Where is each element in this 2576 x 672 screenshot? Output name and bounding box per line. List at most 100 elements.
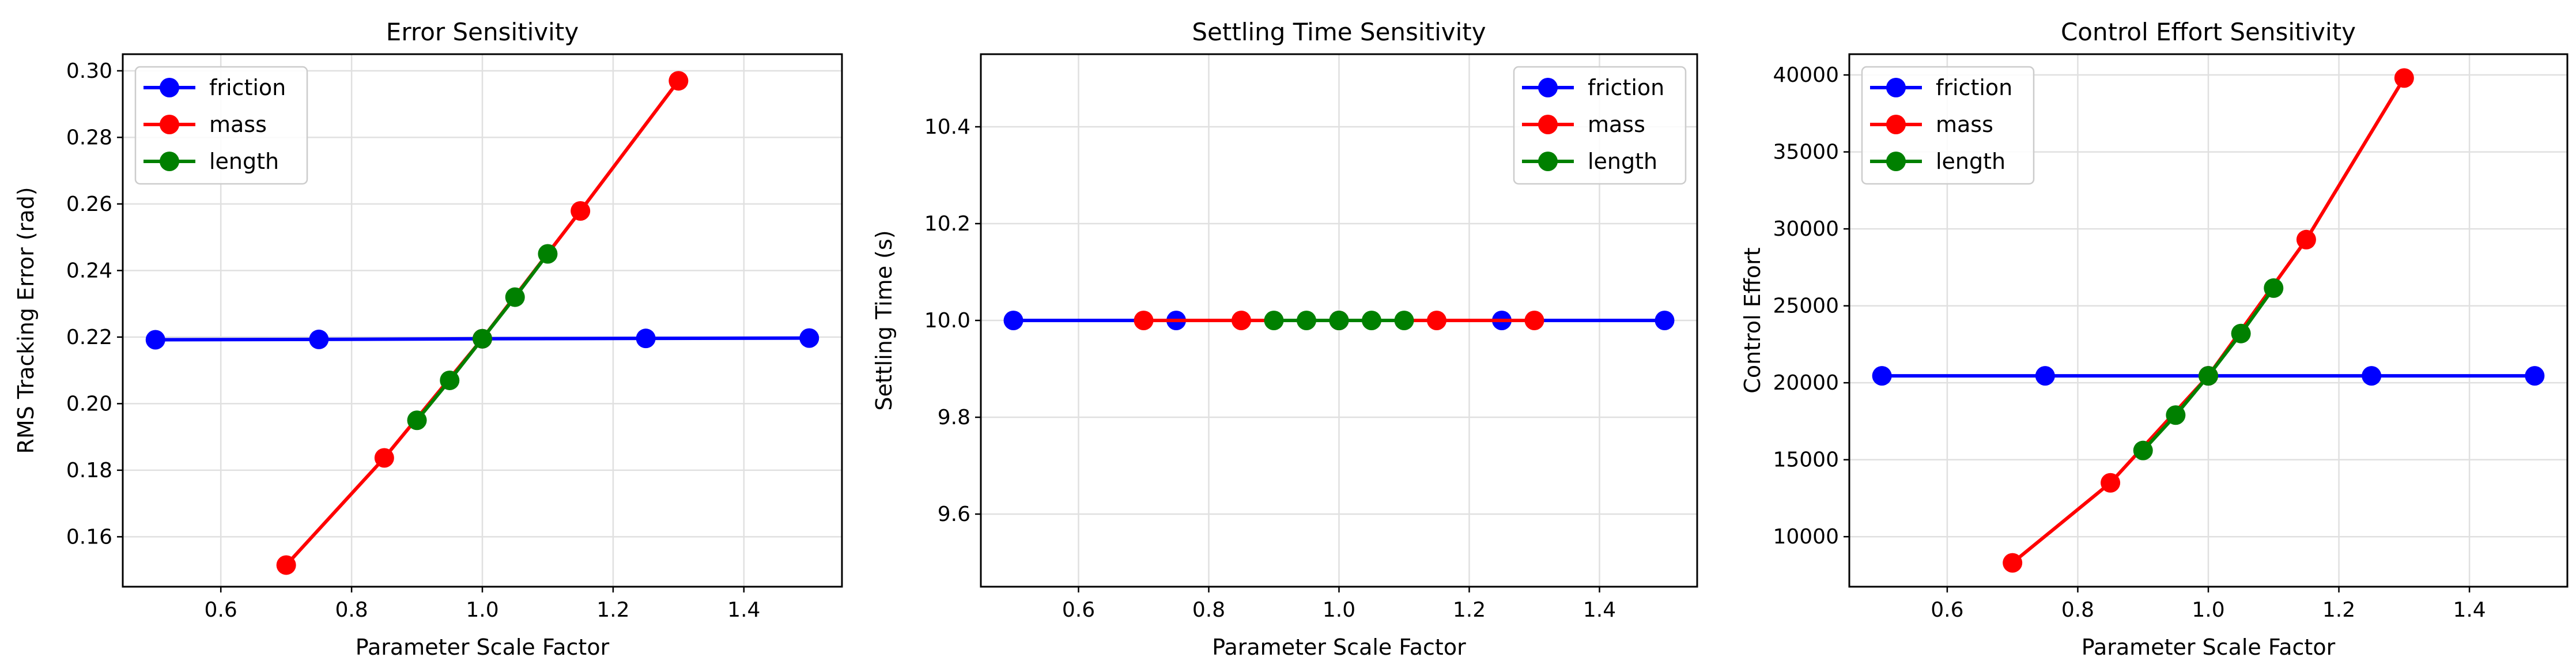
x-tick-label: 0.8: [335, 598, 368, 622]
y-tick-label: 0.22: [66, 326, 112, 349]
legend-box: [1861, 66, 2035, 185]
legend-marker-friction: [1538, 78, 1558, 97]
data-point-mass: [668, 71, 689, 91]
x-tick-label: 1.4: [1583, 598, 1616, 622]
x-axis-label: Parameter Scale Factor: [1212, 635, 1466, 660]
data-point-length: [505, 287, 525, 307]
chart-panel-3: 0.6 0.8 1.0 1.2 1.4 10000 15000 20000 25000 30000…: [1740, 18, 2569, 660]
y-tick-label: 15000: [1773, 448, 1839, 472]
legend-label-friction: friction: [1936, 75, 2012, 100]
data-point-length: [538, 244, 558, 264]
y-tick-label: 30000: [1773, 217, 1839, 241]
y-tick-label: 9.6: [938, 503, 970, 526]
y-tick-label: 20000: [1773, 371, 1839, 395]
data-point-mass: [1232, 311, 1251, 330]
chart-panel-2: 0.6 0.8 1.0 1.2 1.4 9.6 9.8 10.0 10.2 10.4 Settlin…: [871, 18, 1698, 660]
x-tick-label: 0.8: [2061, 598, 2094, 622]
legend-box: [1513, 66, 1687, 185]
chart-title: Settling Time Sensitivity: [1192, 18, 1486, 46]
y-tick-label: 25000: [1773, 295, 1839, 318]
y-tick-label: 35000: [1773, 141, 1839, 164]
legend: friction mass length: [1513, 66, 1687, 185]
legend-label-friction: friction: [1588, 75, 1664, 100]
x-tick-label: 1.0: [2192, 598, 2224, 622]
legend-marker-friction: [1886, 78, 1906, 97]
data-point-mass: [2394, 68, 2414, 88]
data-point-friction: [2035, 366, 2055, 386]
data-point-length: [2199, 366, 2218, 386]
y-tick-label: 0.24: [66, 259, 112, 282]
data-point-length: [1394, 311, 1414, 330]
x-tick-label: 0.8: [1192, 598, 1225, 622]
y-tick-label: 0.26: [66, 192, 112, 216]
y-tick-label: 0.20: [66, 392, 112, 416]
data-point-length: [1264, 311, 1284, 330]
data-point-mass: [1524, 311, 1544, 330]
y-axis-label: RMS Tracking Error (rad): [13, 187, 39, 454]
x-tick-label: 1.4: [727, 598, 760, 622]
chart-title: Control Effort Sensitivity: [2061, 18, 2356, 46]
y-tick-label: 10.4: [924, 115, 970, 139]
y-tick-label: 40000: [1773, 63, 1839, 87]
data-point-length: [407, 410, 427, 431]
legend-label-length: length: [209, 149, 279, 174]
data-point-length: [2231, 323, 2251, 343]
chart-panel-1: 0.6 0.8 1.0 1.2 1.4 0.16 0.18 0.20 0.22 0.24 0.26 0…: [13, 18, 843, 660]
y-tick-label: 0.30: [66, 59, 112, 83]
data-point-length: [1362, 311, 1381, 330]
data-point-friction: [1655, 311, 1675, 330]
axes-frame: [122, 53, 843, 588]
data-point-length: [1329, 311, 1349, 330]
data-point-mass: [2003, 553, 2023, 573]
data-point-mass: [571, 201, 591, 221]
series-length: [1264, 311, 1414, 330]
data-point-length: [2166, 405, 2186, 425]
data-point-friction: [2525, 366, 2545, 386]
legend-label-mass: mass: [1936, 112, 1993, 137]
y-tick-label: 9.8: [938, 406, 970, 429]
data-point-friction: [636, 329, 656, 349]
x-tick-label: 1.0: [1323, 598, 1355, 622]
x-tick-label: 1.0: [466, 598, 498, 622]
y-tick-label: 10.0: [924, 309, 970, 333]
data-point-length: [1297, 311, 1316, 330]
chart-title: Error Sensitivity: [386, 18, 579, 46]
data-point-mass: [1427, 311, 1446, 330]
y-axis-label: Control Effort: [1740, 247, 1765, 393]
series-length: [2133, 278, 2284, 460]
data-point-length: [440, 370, 460, 390]
axes-frame: [1848, 53, 2569, 588]
x-tick-label: 0.6: [1931, 598, 1963, 622]
legend-box: [134, 66, 308, 185]
legend-marker-length: [160, 152, 179, 171]
data-point-length: [473, 329, 492, 349]
legend-label-length: length: [1936, 149, 2005, 174]
legend-marker-mass: [1538, 115, 1558, 134]
legend-label-mass: mass: [1588, 112, 1645, 137]
data-point-friction: [2362, 366, 2382, 386]
x-axis-label: Parameter Scale Factor: [2082, 635, 2336, 660]
data-point-mass: [1134, 311, 1154, 330]
legend-marker-length: [1538, 152, 1558, 171]
y-tick-label: 0.28: [66, 126, 112, 149]
x-tick-label: 1.4: [2453, 598, 2486, 622]
data-point-friction: [309, 329, 329, 349]
x-tick-label: 1.2: [596, 598, 629, 622]
legend-marker-length: [1886, 152, 1906, 171]
legend-label-friction: friction: [209, 75, 286, 100]
data-point-friction: [145, 330, 165, 350]
legend: friction mass length: [134, 66, 308, 185]
x-tick-label: 0.6: [205, 598, 237, 622]
data-point-friction: [1872, 366, 1892, 386]
legend-marker-mass: [160, 115, 179, 134]
legend-label-mass: mass: [209, 112, 267, 137]
y-tick-label: 0.18: [66, 459, 112, 482]
y-axis-label: Settling Time (s): [871, 230, 897, 410]
data-point-length: [2264, 278, 2284, 298]
data-point-mass: [2101, 473, 2121, 493]
x-axis-label: Parameter Scale Factor: [356, 635, 610, 660]
x-tick-label: 1.2: [1453, 598, 1486, 622]
x-tick-label: 1.2: [2322, 598, 2355, 622]
y-tick-label: 10000: [1773, 525, 1839, 549]
